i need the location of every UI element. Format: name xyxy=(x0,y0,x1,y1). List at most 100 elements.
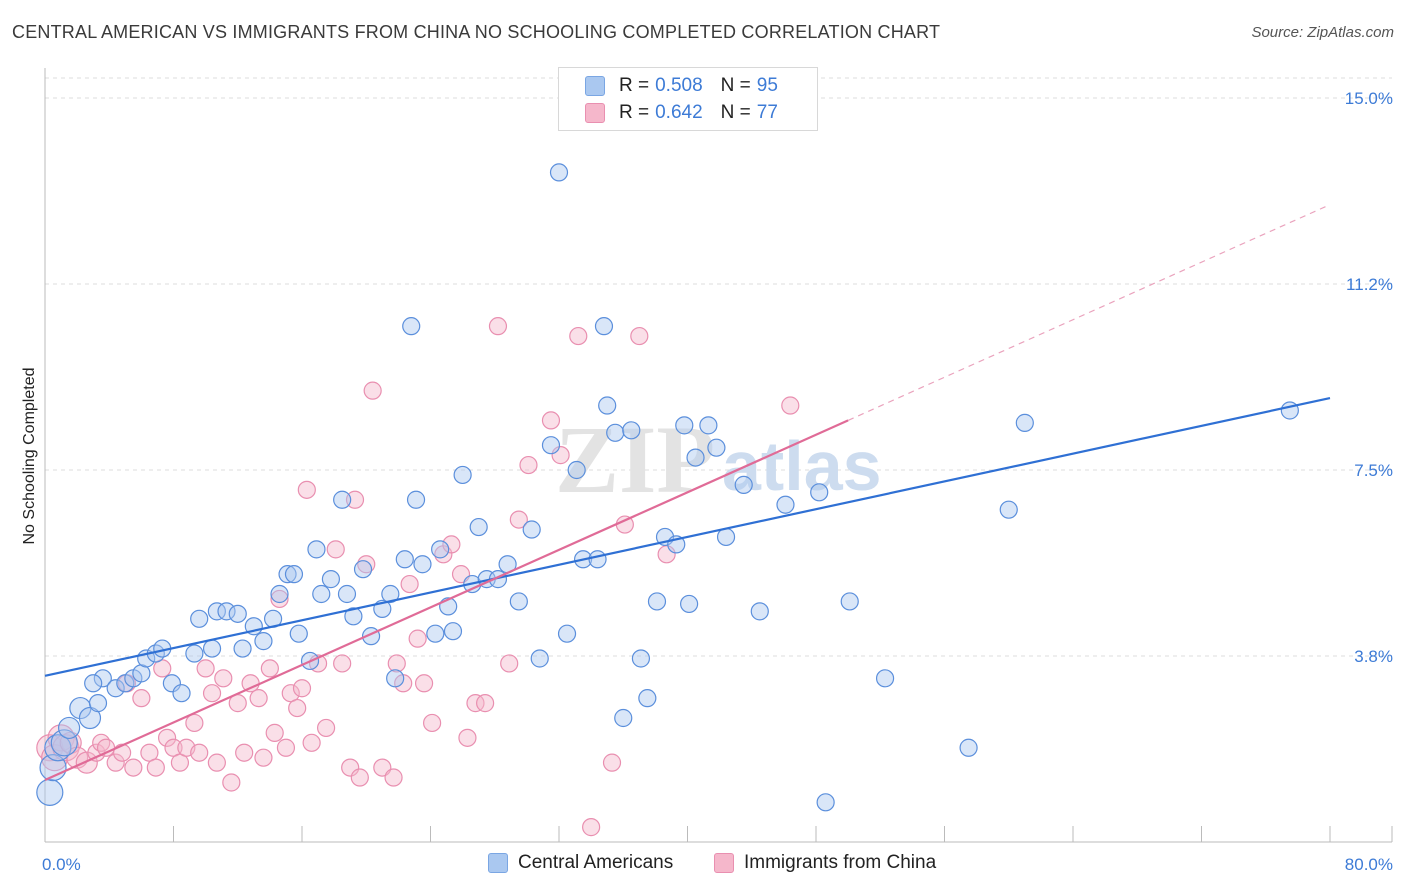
central-american-point xyxy=(289,624,308,643)
china-point xyxy=(384,768,403,787)
central-american-point xyxy=(333,490,352,509)
china-point xyxy=(124,758,143,777)
central-american-point xyxy=(810,483,829,502)
central-american-point xyxy=(622,421,641,440)
china-point xyxy=(249,689,268,708)
x-tick-label: 0.0% xyxy=(42,855,81,874)
series-immigrants-from-china-points xyxy=(36,317,800,837)
central-americans-trend-line xyxy=(44,397,1331,677)
central-american-point xyxy=(638,689,657,708)
china-point xyxy=(254,748,273,767)
central-american-point xyxy=(816,793,835,812)
china-point xyxy=(190,743,209,762)
china-point xyxy=(387,654,406,673)
china-point xyxy=(345,490,365,509)
central-american-point xyxy=(106,679,125,698)
central-american-point xyxy=(386,669,405,688)
central-american-point xyxy=(557,624,577,643)
central-american-point xyxy=(999,500,1018,519)
china-point xyxy=(350,768,369,787)
watermark-zip: ZIP xyxy=(555,406,715,513)
legend-label-central-americans: Central Americans xyxy=(518,852,674,873)
central-american-point xyxy=(172,684,191,703)
legend-n-value: 77 xyxy=(756,102,778,123)
chart-title: CENTRAL AMERICAN VS IMMIGRANTS FROM CHIN… xyxy=(12,22,941,42)
china-point xyxy=(476,694,495,713)
x-tick-label: 80.0% xyxy=(1345,855,1393,874)
central-american-point xyxy=(406,490,426,509)
axis-layer: 3.8% 7.5% 11.2% 15.0% 0.0% 80.0% xyxy=(42,68,1393,874)
trend-lines xyxy=(44,204,1331,782)
china-point xyxy=(458,728,477,747)
central-american-point xyxy=(402,317,421,336)
legend-swatch-pink xyxy=(585,103,605,123)
central-american-point xyxy=(614,708,633,728)
central-american-point xyxy=(1015,413,1034,432)
central-american-point xyxy=(312,584,331,604)
grid-layer xyxy=(45,77,1392,657)
watermark: ZIP atlas xyxy=(555,406,882,513)
central-american-point xyxy=(686,448,705,467)
legend-row-immigrants-from-china: R = 0.642 N = 77 xyxy=(585,100,778,126)
legend-swatch-blue xyxy=(488,853,508,873)
central-american-point xyxy=(588,550,607,569)
china-point xyxy=(185,713,204,733)
central-american-point xyxy=(207,602,226,621)
legend-r-label: R = xyxy=(619,75,650,96)
central-american-point xyxy=(750,602,769,621)
china-point xyxy=(582,818,601,837)
china-point xyxy=(408,629,427,648)
central-american-point xyxy=(190,609,209,628)
central-american-point xyxy=(270,584,289,604)
central-american-point xyxy=(606,423,625,442)
legend-r-value: 0.508 xyxy=(655,75,703,96)
central-american-point xyxy=(321,570,341,589)
central-american-point xyxy=(631,649,651,668)
correlation-legend: R = 0.508 N = 95 R = 0.642 N = 77 xyxy=(558,67,818,131)
legend-n-label: N = xyxy=(720,75,751,96)
china-point xyxy=(292,679,312,698)
china-point xyxy=(302,733,321,752)
central-american-point xyxy=(509,592,528,611)
china-point xyxy=(423,713,442,733)
china-point xyxy=(214,669,233,688)
central-american-point xyxy=(530,649,549,668)
central-american-point xyxy=(278,565,297,584)
china-point xyxy=(202,684,222,703)
china-point xyxy=(112,743,132,762)
central-american-point xyxy=(594,317,614,336)
central-american-point xyxy=(88,694,108,713)
central-american-point xyxy=(395,550,414,569)
legend-n-label: N = xyxy=(720,102,751,123)
china-point xyxy=(270,589,289,609)
y-axis-label: No Schooling Completed xyxy=(21,368,38,545)
china-point xyxy=(316,718,336,738)
china-point xyxy=(569,326,588,346)
central-american-point xyxy=(185,644,204,663)
china-point xyxy=(466,694,485,713)
china-point xyxy=(400,574,419,594)
china-point xyxy=(235,743,254,762)
central-american-point xyxy=(840,592,859,611)
central-american-point xyxy=(598,396,617,415)
china-point xyxy=(157,728,177,747)
china-point xyxy=(500,654,519,673)
china-point xyxy=(265,723,284,742)
central-american-point xyxy=(162,674,181,693)
central-american-point xyxy=(381,584,400,604)
china-point xyxy=(551,446,570,465)
china-point xyxy=(414,674,434,693)
central-american-point xyxy=(337,584,357,604)
central-american-point xyxy=(284,565,304,584)
central-american-point xyxy=(202,639,222,658)
central-american-point xyxy=(233,639,252,658)
legend-n-value: 95 xyxy=(756,75,778,96)
china-point xyxy=(260,659,279,678)
central-american-point xyxy=(522,520,541,539)
central-american-point xyxy=(549,163,569,182)
china-point xyxy=(222,773,241,792)
central-american-point xyxy=(734,475,753,494)
china-point xyxy=(509,510,528,529)
series-central-americans-points xyxy=(36,163,1299,812)
legend-label-immigrants-from-china: Immigrants from China xyxy=(744,852,937,873)
